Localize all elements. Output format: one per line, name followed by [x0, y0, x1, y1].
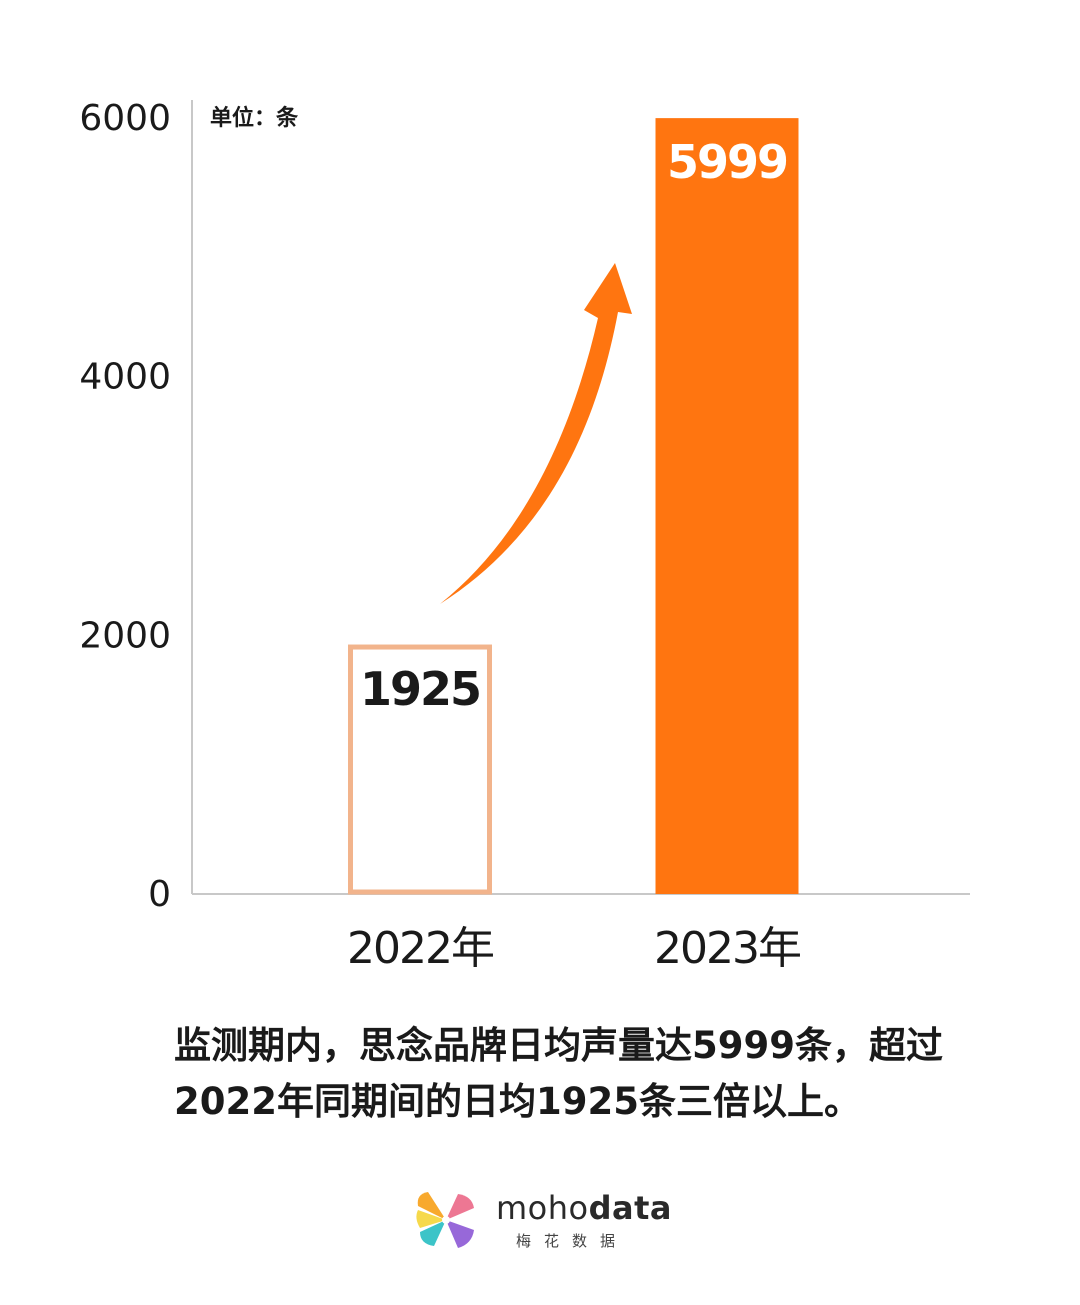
- y-tick-label: 2000: [79, 615, 171, 656]
- logo-subtitle: 梅花数据: [516, 1232, 629, 1250]
- bar-value-label: 1925: [360, 662, 480, 716]
- logo-petal-teal: [420, 1220, 446, 1246]
- labels: 单位：条 1925 2022年 5999 2023年: [210, 105, 802, 974]
- logo-petal-pink: [446, 1194, 474, 1220]
- y-tick-label: 0: [148, 874, 171, 915]
- x-category-label: 2023年: [654, 923, 800, 974]
- y-tick-labels: 0 2000 4000 6000: [79, 98, 171, 915]
- caption: 监测期内，思念品牌日均声量达5999条，超过 2022年同期间的日均1925条三…: [174, 1018, 994, 1130]
- logo-center: [442, 1216, 450, 1224]
- y-tick-label: 4000: [79, 357, 171, 398]
- logo-petal-yellow: [416, 1210, 446, 1228]
- x-category-label: 2022年: [347, 923, 493, 974]
- bar-2023: [655, 118, 799, 894]
- mohodata-logo: mohodata 梅花数据: [412, 1186, 682, 1256]
- logo-petal-orange: [417, 1192, 446, 1220]
- bar-2022: [348, 644, 492, 895]
- logo-petal-purple: [446, 1220, 474, 1248]
- logo-wordmark: mohodata: [496, 1188, 672, 1228]
- logo-word-light: moho: [496, 1189, 589, 1227]
- growth-arrow: [440, 263, 632, 604]
- y-tick-label: 6000: [79, 98, 171, 139]
- unit-label: 单位：条: [210, 105, 299, 131]
- chart-axes: [191, 100, 970, 895]
- pinwheel-logo-icon: [416, 1192, 474, 1248]
- logo-word-bold: data: [588, 1189, 672, 1227]
- caption-line-1: 监测期内，思念品牌日均声量达5999条，超过: [174, 1024, 943, 1067]
- bar-value-label: 5999: [667, 135, 787, 189]
- caption-line-2: 2022年同期间的日均1925条三倍以上。: [174, 1080, 861, 1123]
- bars: [348, 118, 799, 895]
- bar-chart: 0 2000 4000 6000 单位：条 1925 2022年 5999 2023年: [79, 98, 970, 974]
